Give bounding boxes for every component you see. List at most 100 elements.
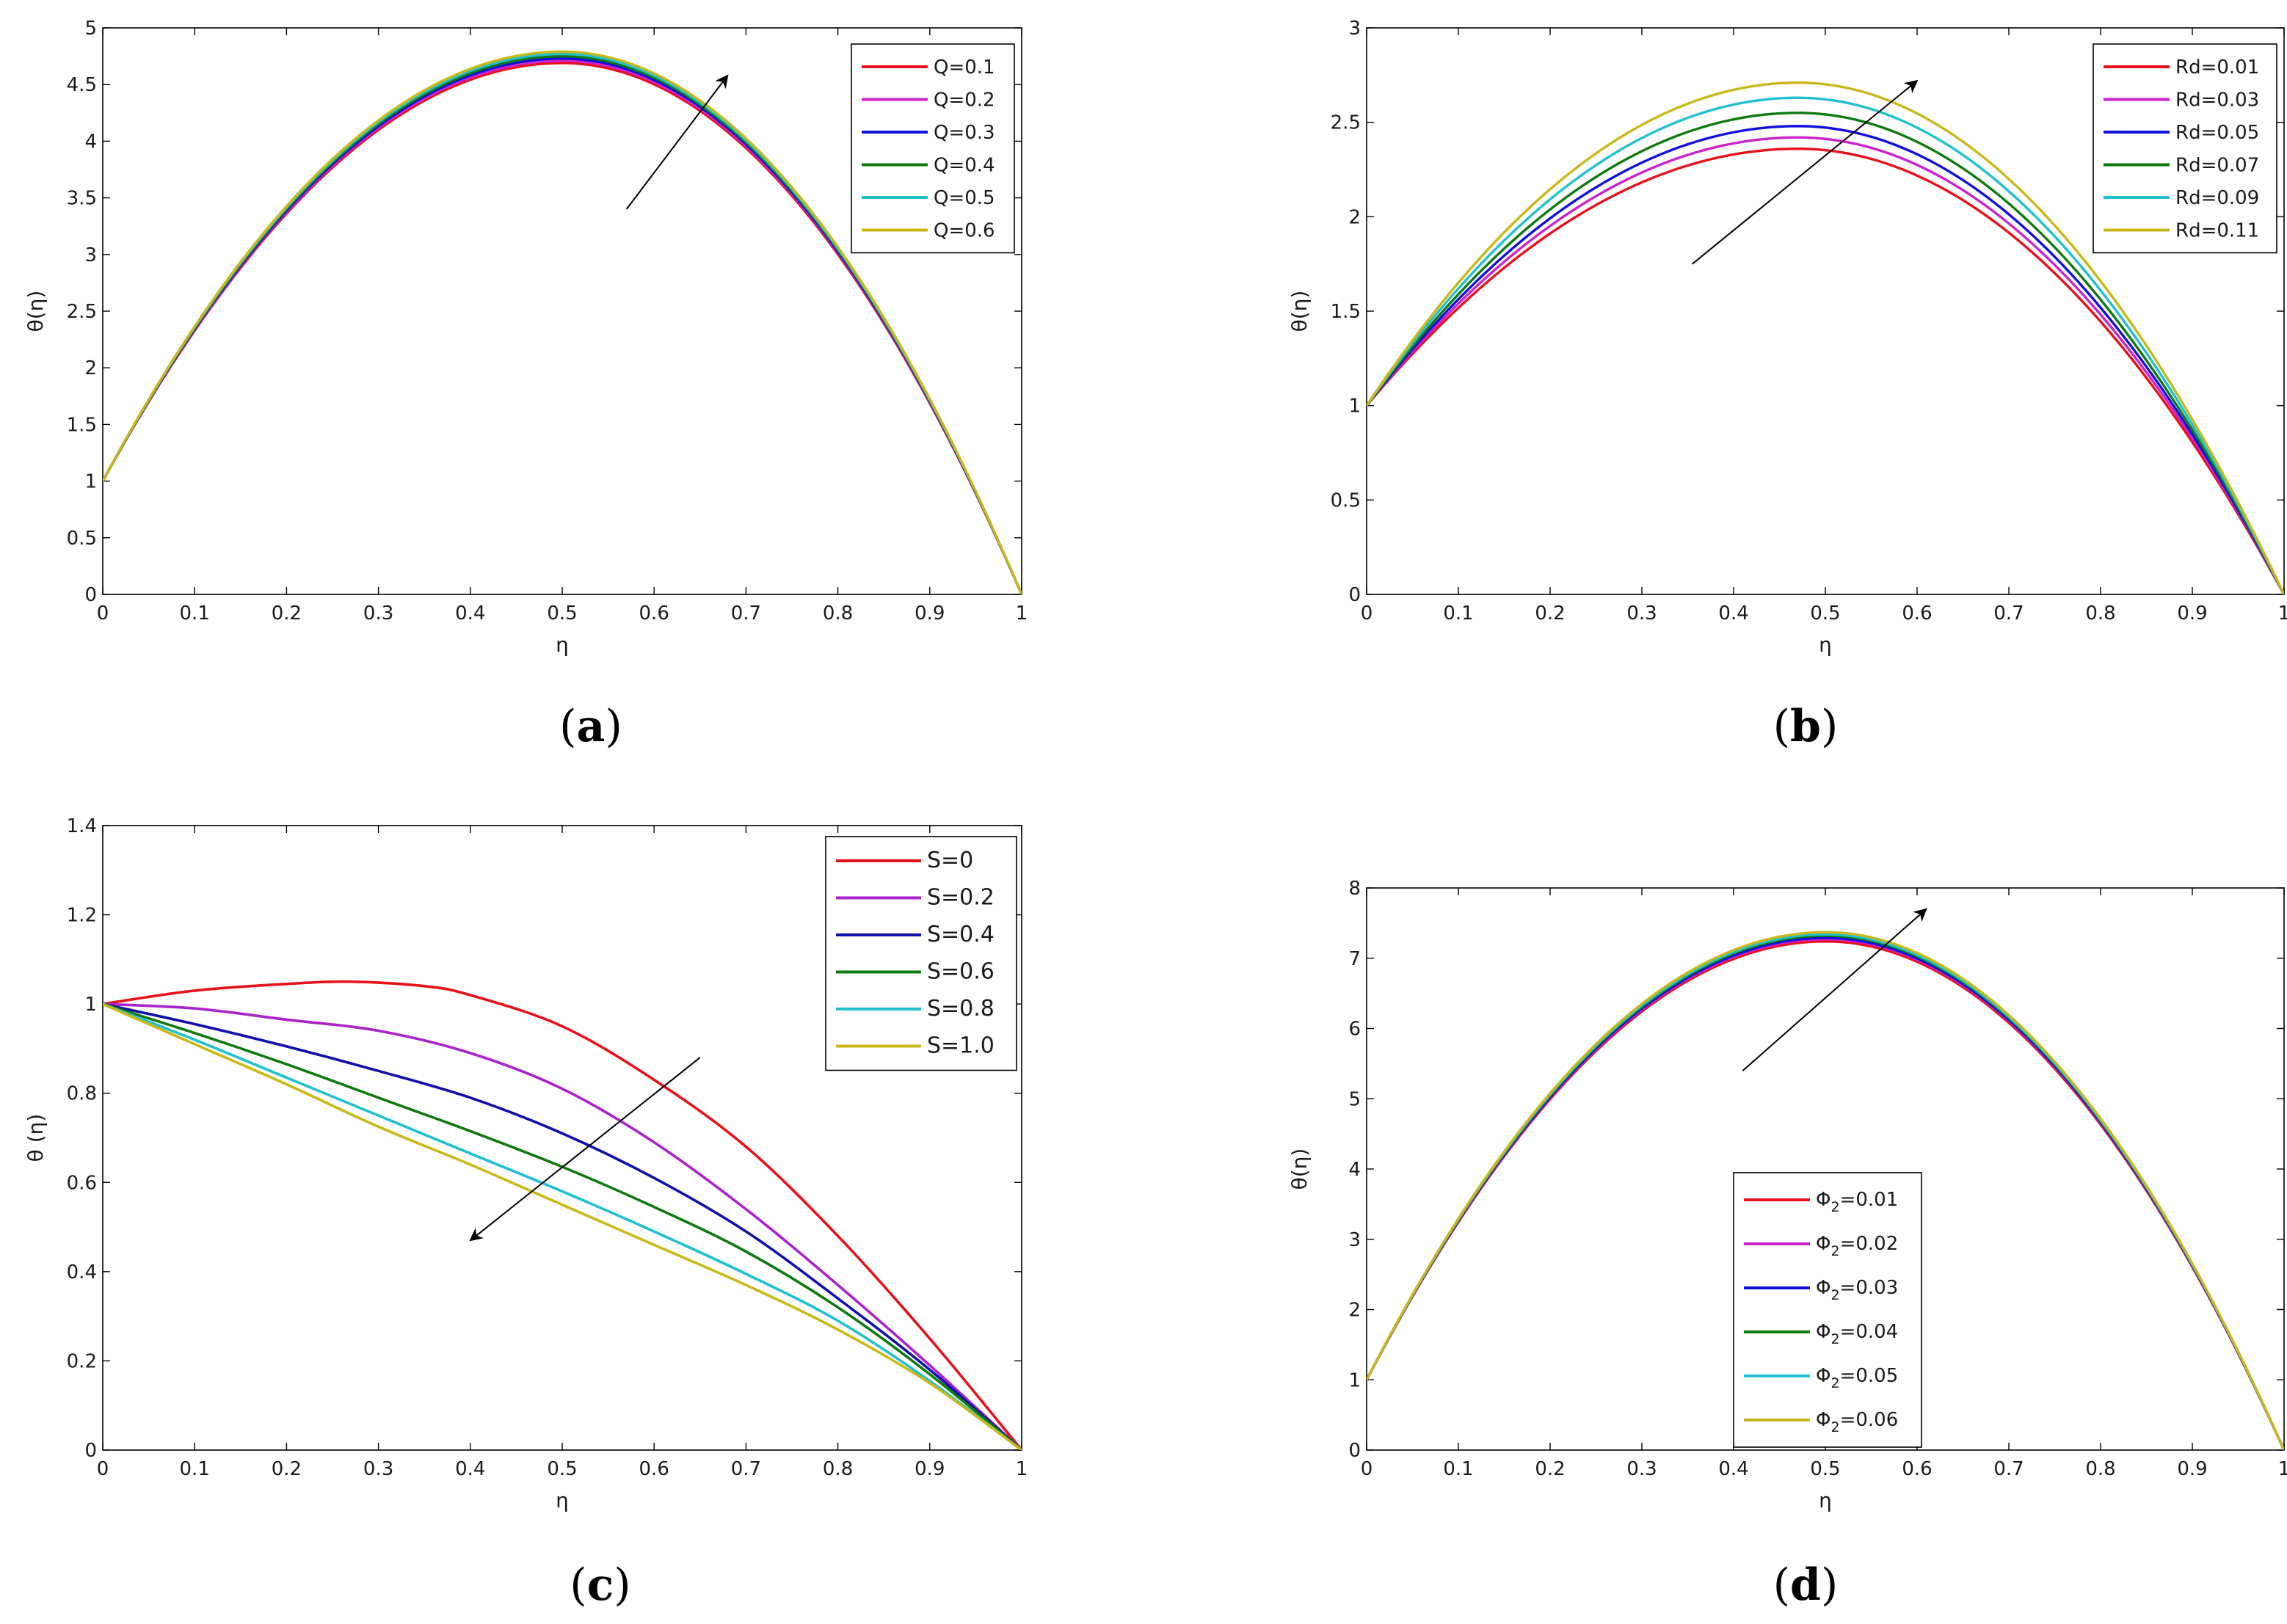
y-tick-label: 0.8: [67, 1083, 97, 1105]
panel-caption: (b): [1773, 701, 1839, 752]
legend-subscript: 2: [1830, 1287, 1839, 1303]
x-tick-label: 0.4: [455, 602, 485, 625]
x-tick-label: 0.5: [547, 602, 577, 625]
caption-close-paren: ): [605, 701, 622, 752]
y-tick-label: 0: [84, 1440, 97, 1462]
y-tick-label: 1: [1348, 396, 1361, 418]
y-tick-label: 1: [1348, 1369, 1361, 1391]
legend-box: [1733, 1172, 1922, 1448]
legend-entry-label: Q=0.3: [934, 122, 995, 144]
y-tick-label: 8: [1348, 878, 1361, 900]
trend-arrow: [469, 1057, 701, 1242]
y-tick-label: 5: [1348, 1088, 1361, 1110]
legend-subscript: 2: [1830, 1199, 1839, 1215]
x-axis-label: η: [556, 1488, 569, 1512]
y-tick-label: 3: [1348, 1229, 1361, 1251]
x-tick-label: 1: [2278, 602, 2287, 625]
x-tick-label: 0.2: [272, 1458, 302, 1480]
series-group: [1367, 81, 2284, 594]
series-line: [1367, 136, 2284, 594]
x-tick-label: 1: [1016, 1458, 1028, 1480]
legend-entry-label: Rd=0.03: [2175, 90, 2259, 112]
series-line: [103, 1002, 1022, 1450]
series-group: [103, 980, 1022, 1450]
y-tick-label: 1: [84, 994, 97, 1016]
legend-symbol: Φ: [1816, 1277, 1830, 1299]
x-tick-label: 0.1: [1443, 1458, 1473, 1480]
legend-entry-label: S=1.0: [927, 1033, 995, 1059]
caption-open-paren: (: [559, 701, 576, 752]
caption-close-paren: ): [614, 1559, 630, 1611]
x-tick-label: 0.3: [363, 602, 393, 625]
y-tick-label: 1.4: [67, 815, 97, 837]
legend-entry-label: Φ2=0.04: [1816, 1321, 1898, 1347]
y-tick-label: 7: [1348, 948, 1361, 970]
panel-d: 0 0.1 0.2 0.3 0.4 0.5 0.6 0.7 0.8 0.9 1 0 1 2 3 4 5 6 7 8 η θ…: [1287, 878, 2287, 1611]
caption-letter: c: [587, 1559, 614, 1611]
panel-c: 0 0.1 0.2 0.3 0.4 0.5 0.6 0.7 0.8 0.9 1 0 0.2 0.4 0.6 0…: [23, 815, 1028, 1611]
legend-entry-label: Q=0.4: [934, 155, 995, 177]
x-axis-label: η: [556, 633, 569, 657]
x-tick-label: 0.9: [915, 1458, 945, 1480]
legend-entry-label: Q=0.2: [934, 90, 995, 112]
y-tick-label: 0: [1348, 1440, 1361, 1462]
legend-value: =0.06: [1840, 1409, 1899, 1431]
caption-letter: d: [1790, 1559, 1821, 1611]
y-tick-label: 0.2: [67, 1350, 97, 1372]
x-tick-label: 0.9: [2177, 602, 2207, 625]
x-tick-label: 0.6: [639, 1458, 669, 1480]
x-tick-label: 0.7: [731, 1458, 761, 1480]
legend-entry-label: Φ2=0.03: [1816, 1277, 1898, 1303]
series-line: [103, 50, 1022, 594]
y-tick-label: 1: [84, 471, 97, 493]
x-tick-label: 0.1: [180, 1458, 210, 1480]
caption-letter: a: [577, 701, 606, 752]
y-tick-label: 1.5: [1331, 301, 1361, 323]
panel-caption: (a): [559, 701, 622, 752]
x-tick-label: 0.1: [1443, 602, 1473, 625]
x-tick-label: 0.6: [639, 602, 669, 625]
x-axis-label: η: [1819, 633, 1832, 657]
x-tick-label: 0.7: [1993, 602, 2024, 625]
legend-value: =0.04: [1840, 1321, 1899, 1343]
legend-entry-label: Q=0.6: [934, 220, 995, 242]
y-tick-label: 2: [1348, 1300, 1361, 1322]
caption-open-paren: (: [570, 1559, 586, 1611]
legend: Φ2=0.01Φ2=0.02Φ2=0.03Φ2=0.04Φ2=0.05Φ2=0.…: [1733, 1172, 1922, 1448]
x-tick-label: 0.8: [823, 602, 853, 625]
legend-entry-label: Φ2=0.01: [1816, 1189, 1898, 1215]
y-tick-label: 4: [1348, 1159, 1361, 1181]
y-tick-label: 2: [1348, 206, 1361, 228]
legend-symbol: Φ: [1816, 1233, 1830, 1255]
legend-entry-label: S=0.4: [927, 922, 995, 947]
y-tick-label: 2: [84, 357, 97, 379]
legend-entry-label: Φ2=0.05: [1816, 1365, 1898, 1391]
caption-close-paren: ): [1821, 1559, 1838, 1611]
x-tick-label: 0.5: [1810, 602, 1840, 625]
y-tick-label: 1.2: [67, 905, 97, 927]
legend-value: =0.03: [1840, 1277, 1899, 1299]
x-tick-label: 0.4: [455, 1458, 485, 1480]
panel-caption: (c): [570, 1559, 630, 1611]
x-tick-label: 0: [1361, 602, 1373, 625]
x-tick-label: 0.8: [823, 1458, 853, 1480]
y-tick-label: 0.4: [67, 1261, 97, 1283]
legend-entry-label: Rd=0.05: [2175, 122, 2259, 144]
y-tick-label: 6: [1348, 1019, 1361, 1041]
series-line: [1367, 125, 2284, 594]
x-tick-label: 0: [97, 602, 109, 625]
x-tick-label: 1: [1016, 602, 1028, 625]
y-tick-label: 4: [84, 131, 97, 153]
legend-box: [825, 836, 1017, 1071]
x-tick-label: 0.2: [272, 602, 302, 625]
x-tick-label: 0.2: [1535, 1458, 1565, 1480]
legend-entry-label: Rd=0.01: [2175, 57, 2259, 79]
series-line: [103, 1002, 1022, 1450]
x-tick-label: 0.5: [547, 1458, 577, 1480]
legend-entry-label: S=0: [927, 848, 973, 873]
x-axis-label: η: [1819, 1488, 1832, 1512]
legend: Q=0.1 Q=0.2 Q=0.3 Q=0.4 Q=0.5 Q=0.6: [851, 43, 1015, 254]
legend-box: [2093, 43, 2277, 254]
x-tick-label: 0.4: [1718, 602, 1748, 625]
